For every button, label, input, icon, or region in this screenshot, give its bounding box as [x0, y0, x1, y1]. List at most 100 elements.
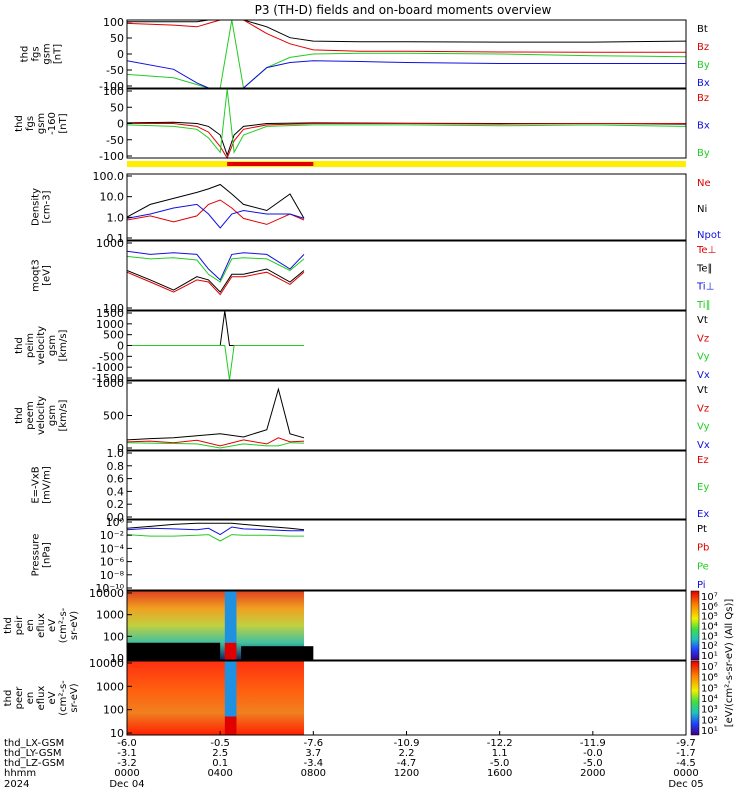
legend-Bx: Bx: [697, 78, 710, 89]
y-tick-label: 0.8: [107, 460, 125, 473]
figure-title: P3 (TH-D) fields and on-board moments ov…: [255, 3, 552, 17]
y-axis-label-line: thd: [14, 337, 25, 354]
y-tick-label: 1000: [96, 318, 124, 331]
x-tick-label: -0.0: [583, 748, 603, 759]
series-Bt-2: [126, 121, 687, 157]
x-tick-label: -3.2: [117, 758, 137, 769]
x-tick-label: -10.9: [394, 738, 420, 749]
y-tick-label: 100: [103, 16, 124, 29]
y-tick-label: 10⁰: [106, 516, 125, 529]
panel-frame: [126, 173, 687, 241]
y-axis-label-line: moqt3: [31, 259, 42, 292]
spectrogram-burst: [224, 716, 237, 735]
series-Bx-1: [126, 60, 686, 89]
legend-Ez: Ez: [697, 455, 709, 466]
colorbar-tick: 10²: [701, 641, 718, 652]
colorbar-tick: 10⁴: [701, 622, 718, 633]
spectrogram-gap: [241, 646, 314, 660]
panel-frame: [126, 519, 687, 591]
legend-Vz: Vz: [697, 403, 709, 414]
y-axis-label-line: (cm²-s-: [58, 680, 69, 716]
panel-9: 10000 1000 100 10 thd peir en eflux eV (cm²-s-sr-…: [3, 587, 687, 665]
panel-3: 100.0 10.0 1.0 0.1 Density [cm-3] Ne Ni Npot: [31, 170, 721, 245]
x-tick-label: 2000: [580, 768, 605, 779]
legend-Npot: Npot: [697, 230, 721, 241]
y-tick-label: 0.6: [107, 473, 125, 486]
y-axis-label-line: fgs: [31, 46, 42, 61]
y-tick-label: 10⁻⁶: [100, 556, 125, 569]
y-axis-label-line: thd: [3, 617, 14, 634]
y-axis-label-line: velocity: [36, 326, 47, 365]
y-axis-label-line: E=-VxB: [31, 466, 42, 503]
spectrogram-burst: [224, 642, 237, 660]
y-tick-label: 1000: [96, 237, 124, 250]
x-tick-label: -1.7: [676, 748, 696, 759]
x-tick-label: 2.5: [212, 748, 228, 759]
y-tick-label: 0.4: [107, 485, 125, 498]
x-tick-label: 3.7: [305, 748, 321, 759]
y-tick-label: 10⁻¹⁰: [95, 582, 124, 595]
colorbar-tick: 10⁷: [701, 662, 718, 673]
colorbar-label: [eV/(cm²-s-sr-eV) (All Qs)]: [724, 599, 735, 728]
panel-6: 1000 500 0 thd peem velocity gsm [km/s] Vt Vz Vy Vx: [14, 377, 710, 455]
colorbar-tick: 10⁷: [701, 592, 718, 603]
y-tick-label: -50: [106, 64, 124, 77]
y-axis-label-line: [nT]: [53, 44, 64, 64]
y-tick-label: 10000: [89, 587, 124, 600]
y-axis-label: moqt3 [eV]: [31, 259, 53, 292]
x-row-label: hhmm: [4, 768, 36, 779]
legend-Vt: Vt: [697, 315, 708, 326]
colorbar-tick: 10⁴: [701, 694, 718, 705]
y-axis-label-line: thd: [3, 690, 14, 707]
y-tick-label: 10⁻⁴: [100, 542, 125, 555]
x-tick-label: -4.7: [397, 758, 417, 769]
x-tick-label: -6.0: [117, 738, 137, 749]
y-axis-label: thd peer en eflux eV (cm²-s-sr-eV): [3, 680, 80, 716]
series-Pt-8: [126, 522, 305, 531]
x-tick-label: 0.1: [212, 758, 228, 769]
y-tick-label: 10: [110, 652, 124, 665]
y-axis-label-line: peer: [14, 686, 25, 710]
y-tick-label: -100: [99, 80, 124, 93]
status-bar-yellow: [127, 161, 686, 167]
legend-By: By: [697, 148, 710, 159]
y-tick-label: -50: [106, 134, 124, 147]
colorbar-tick: 10²: [701, 715, 718, 726]
spectrogram: [127, 661, 305, 735]
legend-Ex: Ex: [697, 509, 709, 520]
y-axis-label-line: peir: [14, 615, 25, 635]
x-row-label: thd_LZ-GSM: [4, 758, 65, 769]
y-axis-label: thd peim velocity gsm [km/s]: [14, 326, 69, 365]
x-tick-label: 1600: [487, 768, 512, 779]
y-axis-label-line: [nPa]: [42, 542, 53, 568]
y-axis-label-line: Density: [31, 188, 42, 226]
y-tick-label: -1500: [92, 372, 124, 385]
series-Ti⊥-4: [126, 250, 305, 281]
legend-Ni: Ni: [697, 204, 707, 215]
x-tick-label: 1200: [394, 768, 419, 779]
y-tick-label: 0.2: [107, 498, 125, 511]
x-tick-label: 0000: [673, 768, 698, 779]
y-tick-label: 0: [117, 340, 124, 353]
y-axis-label-line: gsm: [36, 113, 47, 134]
y-tick-label: 10⁻⁸: [100, 569, 125, 582]
colorbar-tick: 10¹: [701, 651, 718, 662]
colorbar-tick: 10⁶: [701, 673, 718, 684]
legend-Vy: Vy: [697, 422, 710, 433]
y-axis-label-line: gsm: [47, 335, 58, 356]
panel-4: 1000 100 moqt3 [eV] Te⊥ Te∥ Ti⊥ Ti∥: [31, 237, 717, 315]
y-axis-label-line: (cm²-s-: [58, 607, 69, 643]
y-tick-label: 1000: [96, 680, 124, 693]
colorbar-tick: 10⁶: [701, 602, 718, 613]
legend-Bz: Bz: [697, 42, 709, 53]
y-tick-label: 100: [103, 302, 124, 315]
colorbar-strip: [690, 660, 700, 736]
series-Bz-2: [127, 123, 686, 160]
y-tick-label: 0.0: [107, 511, 125, 524]
y-tick-label: 50: [110, 101, 124, 114]
legend-Bt: Bt: [697, 24, 708, 35]
panel-frame: [126, 19, 687, 89]
